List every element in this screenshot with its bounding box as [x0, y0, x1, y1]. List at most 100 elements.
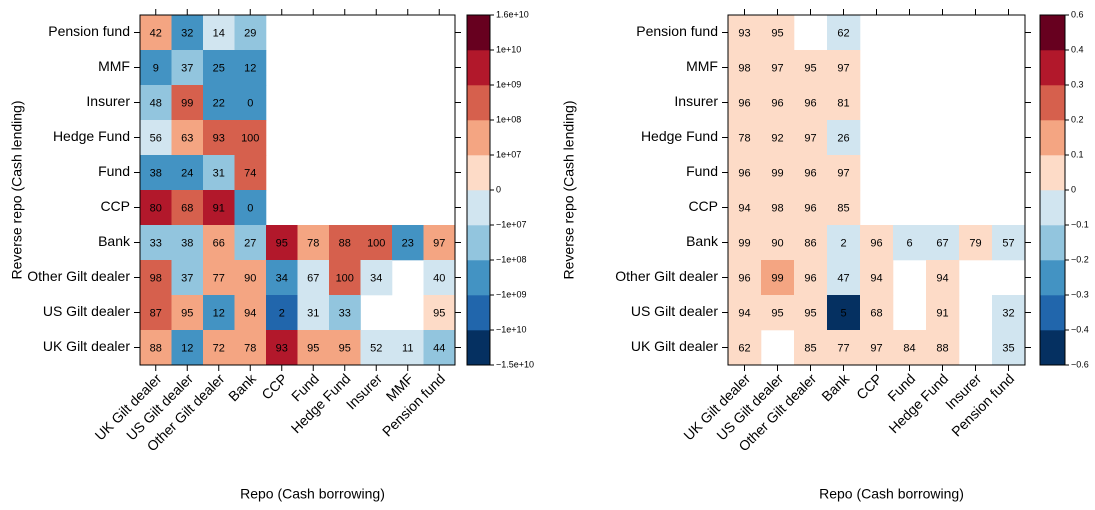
heatmap-cell: [728, 15, 762, 51]
cell-label: 95: [307, 342, 319, 354]
colorbar-tick-label: −1e+10: [496, 324, 527, 334]
cell-label: 91: [213, 202, 225, 214]
cell-label: 78: [244, 342, 256, 354]
colorbar-tick-label: −1.5e+10: [496, 359, 534, 369]
cell-label: 0: [247, 97, 253, 109]
heatmap-cell: [171, 120, 204, 156]
cell-label: 67: [307, 272, 319, 284]
heatmap-cell: [761, 155, 795, 191]
y-tick-label: Pension fund: [48, 23, 130, 39]
heatmap-cell: [234, 260, 267, 296]
cell-label: 5: [840, 307, 846, 319]
heatmap-cell: [234, 155, 267, 191]
colorbar-tick-label: 0.4: [1071, 44, 1084, 54]
heatmap-cell: [171, 50, 204, 86]
heatmap-cell: [140, 225, 172, 261]
colorbar-tick-label: 0.6: [1071, 9, 1084, 19]
heatmap-cell: [794, 260, 828, 296]
heatmap-cell: [297, 260, 330, 296]
cell-label: 96: [738, 97, 750, 109]
colorbar-bin: [467, 15, 490, 51]
colorbar-tick-label: 0.2: [1071, 114, 1084, 124]
cell-label: 96: [804, 272, 816, 284]
heatmap-cell: [794, 190, 828, 226]
heatmap-cell: [860, 295, 894, 331]
heatmap-cell: [827, 260, 861, 296]
heatmap-cell: [171, 330, 204, 366]
heatmap-cell: [360, 330, 393, 366]
heatmap-cell: [761, 295, 795, 331]
cell-label: 12: [213, 307, 225, 319]
cell-label: 24: [181, 167, 193, 179]
heatmap-cell: [761, 85, 795, 121]
heatmap-cell: [234, 190, 267, 226]
cell-label: 81: [837, 97, 849, 109]
cell-label: 92: [771, 132, 783, 144]
heatmap-cell: [203, 225, 235, 261]
cell-label: 97: [837, 62, 849, 74]
heatmap-cell: [827, 225, 861, 261]
y-tick-label: Hedge Fund: [641, 128, 718, 144]
heatmap-cell: [297, 295, 330, 331]
cell-label: 94: [936, 272, 948, 284]
heatmap-cell: [392, 330, 424, 366]
heatmap-cell: [140, 295, 172, 331]
cell-label: 68: [870, 307, 882, 319]
heatmap-cell: [140, 330, 172, 366]
y-tick-label: Insurer: [674, 93, 718, 109]
y-tick-label: Hedge Fund: [53, 128, 130, 144]
colorbar-bin: [467, 120, 490, 156]
cell-label: 32: [1002, 307, 1014, 319]
colorbar-bin: [1040, 85, 1065, 121]
cell-label: 97: [870, 342, 882, 354]
colorbar-bin: [1040, 120, 1065, 156]
heatmap-cell: [794, 120, 828, 156]
colorbar-tick-label: 0: [496, 184, 501, 194]
heatmap-cell: [423, 330, 456, 366]
heatmap-cell: [761, 15, 795, 51]
cell-label: 85: [837, 202, 849, 214]
cell-label: 99: [181, 97, 193, 109]
y-tick-label: Fund: [686, 163, 718, 179]
heatmap-cell: [992, 330, 1026, 366]
cell-label: 85: [804, 342, 816, 354]
cell-label: 57: [1002, 237, 1014, 249]
colorbar-bin: [467, 50, 490, 86]
y-axis-title: Reverse repo (Cash lending): [561, 101, 577, 280]
heatmap-cell: [171, 15, 204, 51]
cell-label: 97: [804, 132, 816, 144]
heatmap-cell: [794, 330, 828, 366]
heatmap-cell: [728, 330, 762, 366]
cell-label: 90: [244, 272, 256, 284]
cell-label: 90: [771, 237, 783, 249]
heatmap-cell: [140, 120, 172, 156]
heatmap-cell: [761, 50, 795, 86]
heatmap-cell: [171, 260, 204, 296]
cell-label: 78: [738, 132, 750, 144]
heatmap-cell: [329, 330, 361, 366]
cell-label: 52: [370, 342, 382, 354]
heatmap-cell: [329, 225, 361, 261]
cell-label: 47: [837, 272, 849, 284]
heatmap-cell: [761, 260, 795, 296]
colorbar-bin: [1040, 225, 1065, 261]
heatmap-cell: [794, 295, 828, 331]
heatmap-cell: [234, 50, 267, 86]
cell-label: 97: [433, 237, 445, 249]
cell-label: 95: [181, 307, 193, 319]
cell-label: 78: [307, 237, 319, 249]
heatmap-cell: [329, 260, 361, 296]
cell-label: 94: [244, 307, 256, 319]
cell-label: 12: [181, 342, 193, 354]
cell-label: 0: [247, 202, 253, 214]
y-tick-label: US Gilt dealer: [43, 303, 130, 319]
heatmap-cell: [360, 225, 393, 261]
cell-label: 77: [213, 272, 225, 284]
heatmap-cell: [140, 155, 172, 191]
cell-label: 12: [244, 62, 256, 74]
cell-label: 88: [936, 342, 948, 354]
cell-label: 99: [771, 167, 783, 179]
colorbar-bin: [467, 190, 490, 226]
cell-label: 95: [804, 62, 816, 74]
